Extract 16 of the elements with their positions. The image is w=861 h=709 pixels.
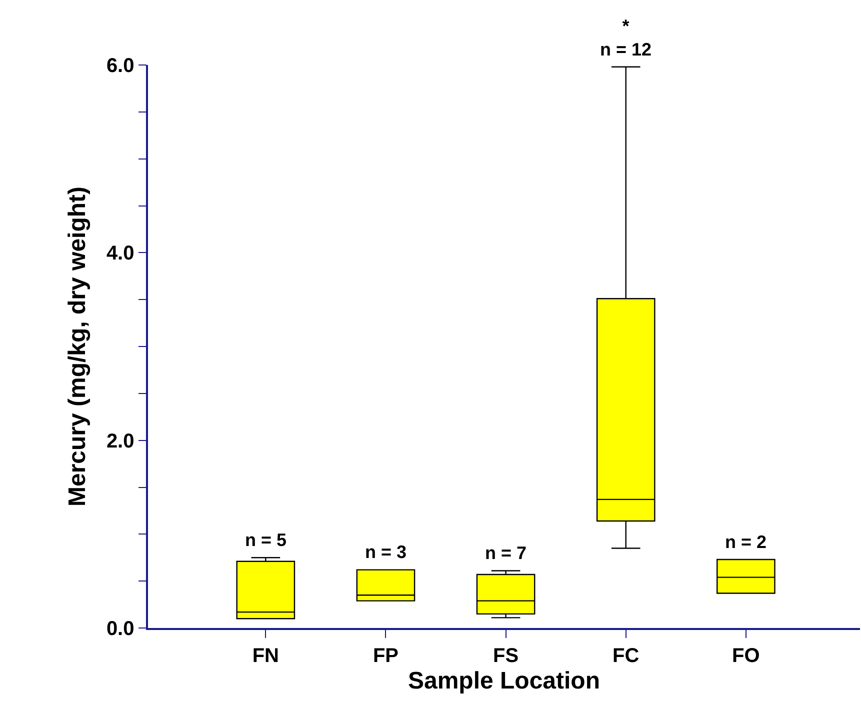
annotation: n = 5 (245, 530, 287, 550)
x-tick-label: FS (493, 644, 519, 667)
y-axis-title: Mercury (mg/kg, dry weight) (64, 186, 92, 507)
annotation: n = 7 (485, 543, 527, 563)
y-tick-label: 0.0 (106, 618, 134, 640)
x-tick-label: FO (732, 644, 760, 667)
x-tick-label: FC (612, 644, 640, 667)
annotation: * n = 12 (600, 16, 652, 60)
y-tick-label: 4.0 (106, 242, 134, 265)
x-tick-label: FN (252, 644, 280, 667)
y-tick-label: 2.0 (106, 430, 134, 452)
x-axis-title: Sample Location (408, 668, 600, 695)
annotation: n = 2 (725, 532, 767, 552)
y-tick-label: 6.0 (106, 55, 134, 77)
annotation: n = 3 (365, 542, 407, 562)
x-tick-label: FP (372, 644, 399, 667)
